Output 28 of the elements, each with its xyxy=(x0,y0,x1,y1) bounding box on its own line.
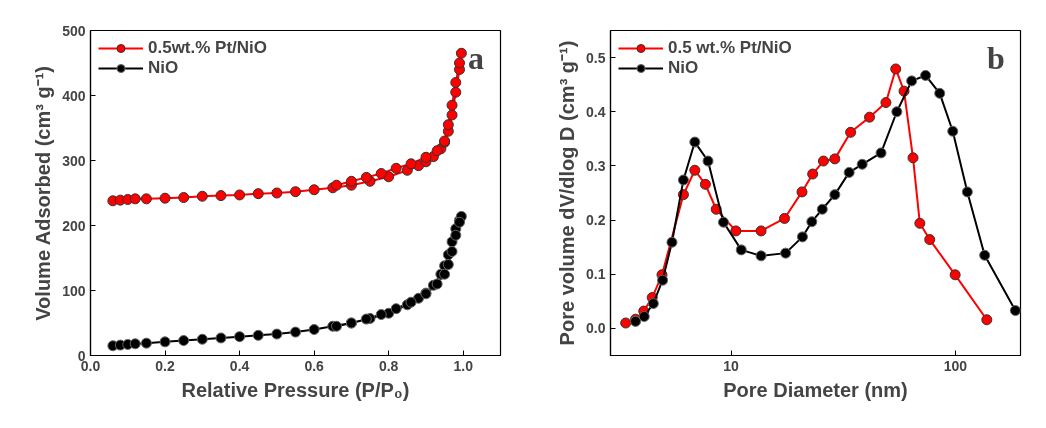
y-tick-label: 200 xyxy=(62,217,86,234)
legend-label: NiO xyxy=(148,58,179,78)
annotation: b xyxy=(987,40,1005,76)
x-tick-label: 0.4 xyxy=(229,357,250,374)
y-tick-label: 0.3 xyxy=(586,157,606,174)
x-axis-title: Relative Pressure (P/P₀) xyxy=(181,378,410,401)
x-tick-label: 0.8 xyxy=(378,357,399,374)
y-axis-title: Volume Adsorbed (cm³ g⁻¹) xyxy=(32,65,55,321)
y-tick-label: 0.5 xyxy=(586,49,606,66)
y-tick-label: 0.2 xyxy=(586,212,606,229)
x-tick-label: 100 xyxy=(943,357,968,374)
y-tick-label: 300 xyxy=(62,152,86,169)
y-tick-label: 0.4 xyxy=(586,103,606,120)
y-axis-title: Pore volume dV/dlog D (cm³ g⁻¹) xyxy=(556,40,579,346)
annotation: a xyxy=(467,40,484,76)
x-tick-label: 0.2 xyxy=(155,357,175,374)
legend-label: 0.5 wt.% Pt/NiO xyxy=(668,38,792,58)
y-tick-label: 0.0 xyxy=(586,320,606,337)
x-tick-label: 1.0 xyxy=(453,357,474,374)
legend-label: NiO xyxy=(668,58,699,78)
legend-label: 0.5wt.% Pt/NiO xyxy=(148,38,268,58)
y-tick-label: 500 xyxy=(62,22,86,39)
x-axis-title: Pore Diameter (nm) xyxy=(723,378,908,401)
y-tick-label: 400 xyxy=(62,87,86,104)
y-tick-label: 100 xyxy=(62,282,86,299)
x-tick-label: 10 xyxy=(723,357,740,374)
y-tick-label: 0.1 xyxy=(586,266,606,283)
x-tick-label: 0.6 xyxy=(304,357,325,374)
